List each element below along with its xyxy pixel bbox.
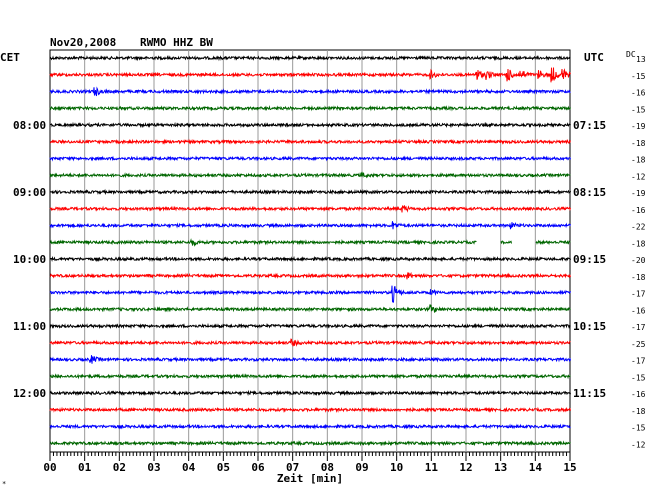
left-hour-label: 09:00 xyxy=(13,186,46,199)
dc-value: -15 xyxy=(631,72,646,81)
dc-value: -19 xyxy=(631,189,646,198)
right-hour-label: 09:15 xyxy=(573,253,606,266)
trace-17 xyxy=(49,338,571,347)
trace-4 xyxy=(49,121,571,129)
dc-value: -18 xyxy=(631,239,646,248)
trace-12 xyxy=(49,255,571,263)
dc-value: -16 xyxy=(631,89,646,98)
dc-value: -18 xyxy=(631,139,646,148)
dc-value: -17 xyxy=(631,323,646,332)
hour-labels: 08:00 09:00 10:00 11:00 12:00 07:15 08:15 09:15… xyxy=(13,119,606,400)
x-tick-label: 11 xyxy=(425,461,439,474)
dc-label: DC xyxy=(626,50,636,59)
dc-value: -18 xyxy=(631,273,646,282)
left-hour-label: 10:00 xyxy=(13,253,46,266)
right-zone-label: UTC xyxy=(584,51,604,64)
dc-value: -18 xyxy=(631,156,646,165)
header-date: Nov20,2008 xyxy=(50,36,116,49)
trace-3 xyxy=(49,105,571,112)
time-grid xyxy=(49,49,571,453)
x-tick-label: 10 xyxy=(390,461,403,474)
dc-value: -12 xyxy=(631,440,646,449)
traces-group xyxy=(49,54,571,447)
dc-value: -19 xyxy=(631,122,646,131)
dc-value: -20 xyxy=(631,256,646,265)
dc-value: -25 xyxy=(631,340,646,349)
trace-21 xyxy=(49,406,571,413)
x-tick-label: 06 xyxy=(251,461,265,474)
trace-20 xyxy=(49,389,571,397)
trace-23 xyxy=(49,440,571,447)
dc-value: -12 xyxy=(631,172,646,181)
trace-15 xyxy=(49,304,571,314)
trace-8 xyxy=(49,188,571,196)
trace-5 xyxy=(50,138,571,145)
left-zone-label: CET xyxy=(0,51,20,64)
x-tick-label: 02 xyxy=(113,461,126,474)
trace-2 xyxy=(49,86,571,97)
dc-value: -16 xyxy=(631,306,646,315)
dc-value: -17 xyxy=(631,357,646,366)
trace-0 xyxy=(49,54,571,62)
dc-values: 13 -15 -16 -15 -19 -18 -18 -12 -19 -16 -22 -18 -20 -1… xyxy=(631,55,646,449)
dc-value: -15 xyxy=(631,373,646,382)
x-tick-label: 09 xyxy=(355,461,368,474)
dc-value: -22 xyxy=(631,223,646,232)
right-hour-label: 08:15 xyxy=(573,186,606,199)
x-axis: 00 01 02 03 04 05 06 07 08 09 10 11 12 13 14 15 xyxy=(43,452,577,474)
right-hour-label: 11:15 xyxy=(573,387,606,400)
x-tick-label: 01 xyxy=(78,461,92,474)
x-tick-label: 07 xyxy=(286,461,299,474)
x-tick-label: 03 xyxy=(147,461,160,474)
dc-value: -16 xyxy=(631,206,646,215)
dc-value: -16 xyxy=(631,390,646,399)
x-tick-label: 14 xyxy=(529,461,543,474)
trace-18 xyxy=(49,355,571,364)
x-tick-label: 04 xyxy=(182,461,196,474)
dc-value: -18 xyxy=(631,407,646,416)
left-hour-label: 12:00 xyxy=(13,387,46,400)
x-tick-label: 05 xyxy=(217,461,230,474)
x-tick-label: 08 xyxy=(321,461,334,474)
x-tick-label: 15 xyxy=(563,461,576,474)
trace-11 xyxy=(49,238,571,247)
trace-16 xyxy=(49,322,571,330)
header-station: RWMO HHZ BW xyxy=(140,36,213,49)
x-axis-label: Zeit [min] xyxy=(277,472,343,485)
dc-value: 13 xyxy=(636,55,646,64)
trace-19 xyxy=(49,373,571,380)
trace-14 xyxy=(49,285,571,303)
trace-22 xyxy=(49,423,571,430)
trace-13 xyxy=(49,271,571,280)
dc-value: -17 xyxy=(631,290,646,299)
trace-10 xyxy=(49,221,571,230)
x-tick-label: 12 xyxy=(459,461,472,474)
trace-6 xyxy=(49,155,571,162)
dc-value: -15 xyxy=(631,424,646,433)
x-tick-label: 00 xyxy=(43,461,56,474)
trace-7 xyxy=(49,171,571,179)
left-hour-label: 11:00 xyxy=(13,320,46,333)
dc-value: -15 xyxy=(631,105,646,114)
corner-mark: * xyxy=(2,480,6,488)
right-hour-label: 07:15 xyxy=(573,119,606,132)
left-hour-label: 08:00 xyxy=(13,119,46,132)
x-tick-label: 13 xyxy=(494,461,507,474)
trace-9 xyxy=(49,205,571,213)
right-hour-label: 10:15 xyxy=(573,320,606,333)
trace-1 xyxy=(49,67,571,83)
